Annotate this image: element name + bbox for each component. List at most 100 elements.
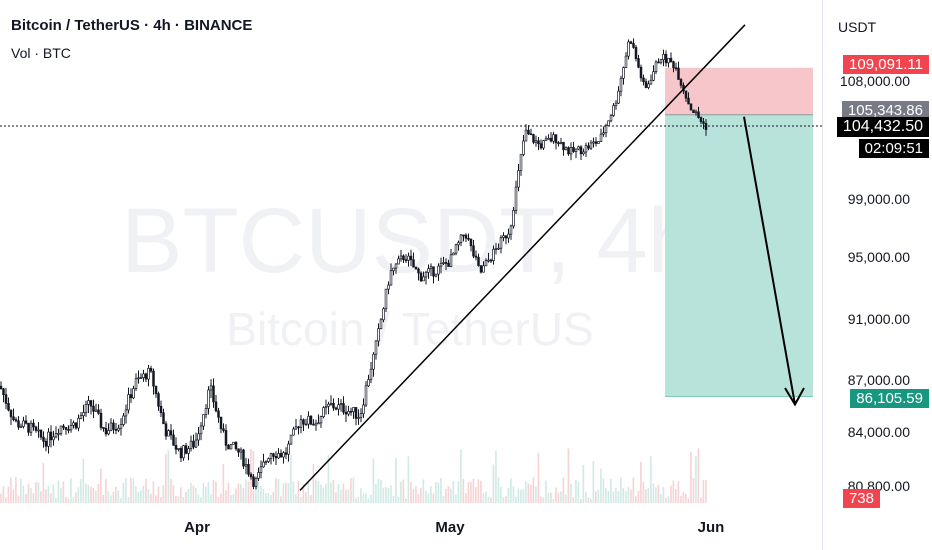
volume-bar bbox=[157, 486, 160, 503]
candle-body bbox=[22, 420, 25, 427]
volume-bar bbox=[240, 484, 242, 503]
candle-body bbox=[137, 377, 140, 380]
candle-body bbox=[49, 431, 53, 441]
volume-bar bbox=[630, 489, 632, 503]
volume-bar bbox=[200, 497, 202, 503]
volume-bar bbox=[432, 493, 435, 503]
volume-bar bbox=[22, 485, 25, 503]
candle-body bbox=[387, 284, 390, 290]
volume-bar bbox=[277, 478, 280, 503]
volume-bar bbox=[675, 489, 677, 503]
volume-bar bbox=[160, 496, 162, 503]
candle-body bbox=[579, 146, 583, 155]
volume-bar bbox=[282, 483, 285, 503]
volume-bar bbox=[637, 490, 640, 503]
candle-body bbox=[687, 97, 690, 105]
volume-bar bbox=[42, 463, 45, 503]
volume-bar bbox=[470, 481, 472, 503]
volume-bar bbox=[225, 490, 227, 503]
candle-body bbox=[607, 120, 610, 126]
candle-body bbox=[489, 259, 493, 262]
volume-bar bbox=[377, 478, 380, 503]
candle-body bbox=[427, 268, 430, 273]
volume-bar bbox=[570, 483, 572, 503]
candle-body bbox=[207, 389, 210, 409]
volume-bar bbox=[247, 481, 250, 503]
volume-bar bbox=[695, 456, 697, 503]
volume-bar bbox=[120, 498, 122, 503]
candle-body bbox=[122, 415, 125, 425]
volume-bar bbox=[627, 486, 630, 503]
volume-bar bbox=[610, 479, 612, 503]
volume-bar bbox=[650, 456, 652, 503]
candle-body bbox=[102, 427, 105, 429]
candle-body bbox=[414, 266, 418, 270]
candle-body bbox=[434, 273, 438, 277]
volume-bar bbox=[372, 458, 375, 503]
volume-bar bbox=[235, 488, 237, 503]
volume-bar bbox=[590, 498, 592, 503]
volume-bar bbox=[605, 487, 607, 503]
candle-body bbox=[119, 424, 123, 429]
stop-zone bbox=[665, 67, 813, 115]
volume-bar bbox=[585, 492, 587, 503]
volume-bar bbox=[105, 479, 107, 503]
volume-bar bbox=[370, 495, 372, 503]
volume-bar bbox=[527, 483, 530, 503]
volume-bar bbox=[62, 481, 65, 503]
candle-body bbox=[619, 77, 623, 92]
candle-body bbox=[217, 410, 220, 418]
candle-body bbox=[574, 148, 578, 152]
volume-bar bbox=[550, 492, 552, 503]
candle-body bbox=[392, 267, 395, 272]
candle-body bbox=[174, 444, 178, 450]
volume-bar bbox=[17, 495, 20, 503]
candle-body bbox=[667, 57, 670, 64]
price-tick-label: 91,000.00 bbox=[847, 311, 910, 327]
volume-bar bbox=[410, 482, 412, 503]
current-price-badge: 104,432.50 bbox=[836, 117, 929, 137]
volume-bar bbox=[147, 489, 150, 503]
volume-bar bbox=[592, 461, 595, 503]
candle-body bbox=[157, 393, 160, 407]
short-position-tool[interactable] bbox=[665, 67, 813, 398]
candle-body bbox=[402, 255, 405, 261]
volume-bar bbox=[310, 495, 312, 503]
volume-bar bbox=[702, 479, 705, 503]
volume-bar bbox=[657, 484, 660, 503]
candle-body bbox=[97, 409, 100, 414]
volume-bar bbox=[127, 497, 130, 503]
volume-bar bbox=[660, 493, 662, 503]
candle-body bbox=[594, 141, 598, 144]
candle-body bbox=[142, 373, 145, 379]
volume-bar bbox=[35, 482, 37, 503]
candle-body bbox=[309, 415, 313, 425]
volume-bar bbox=[110, 495, 112, 503]
candle-body bbox=[477, 256, 480, 266]
candle-body bbox=[147, 368, 150, 380]
volume-bar bbox=[70, 478, 72, 503]
drawing-overlays[interactable] bbox=[0, 24, 822, 491]
candle-body bbox=[654, 61, 658, 73]
volume-bar bbox=[387, 487, 390, 503]
candle-body bbox=[699, 117, 703, 123]
volume-bar bbox=[75, 492, 77, 503]
volume-bar bbox=[467, 481, 470, 503]
candle-body bbox=[244, 464, 248, 467]
candle-body bbox=[404, 259, 408, 262]
currency-label[interactable]: USDT bbox=[838, 19, 877, 35]
volume-bar bbox=[420, 487, 422, 503]
candle-body bbox=[397, 258, 400, 265]
volume-bar bbox=[232, 494, 235, 503]
volume-bar bbox=[275, 478, 277, 503]
volume-bar bbox=[80, 479, 82, 503]
price-tick-label: 87,000.00 bbox=[847, 372, 910, 388]
candle-body bbox=[302, 419, 305, 425]
volume-bar bbox=[357, 496, 360, 503]
candle-body bbox=[367, 379, 370, 387]
volume-bar bbox=[52, 484, 55, 503]
volume-bar bbox=[495, 450, 497, 503]
volume-bar bbox=[2, 486, 5, 503]
candle-body bbox=[89, 400, 93, 407]
